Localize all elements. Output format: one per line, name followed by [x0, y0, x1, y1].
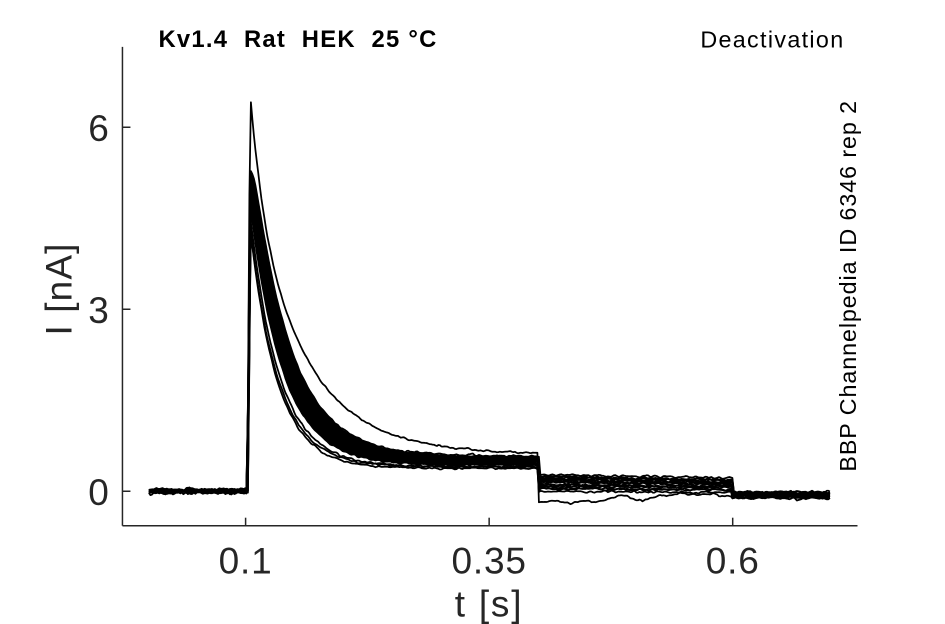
- svg-text:0: 0: [88, 472, 109, 513]
- svg-text:0.1: 0.1: [219, 540, 273, 581]
- svg-text:Kv1.4 Rat HEK 25 °C: Kv1.4 Rat HEK 25 °C: [159, 26, 438, 53]
- svg-text:6: 6: [88, 108, 109, 149]
- svg-text:Deactivation: Deactivation: [700, 26, 844, 52]
- svg-text:BBP Channelpedia ID 6346 rep 2: BBP Channelpedia ID 6346 rep 2: [835, 100, 861, 472]
- svg-text:t [s]: t [s]: [455, 583, 524, 624]
- svg-text:0.6: 0.6: [706, 540, 760, 581]
- svg-text:3: 3: [88, 290, 109, 331]
- svg-text:I [nA]: I [nA]: [39, 243, 80, 336]
- svg-text:0.35: 0.35: [452, 540, 527, 581]
